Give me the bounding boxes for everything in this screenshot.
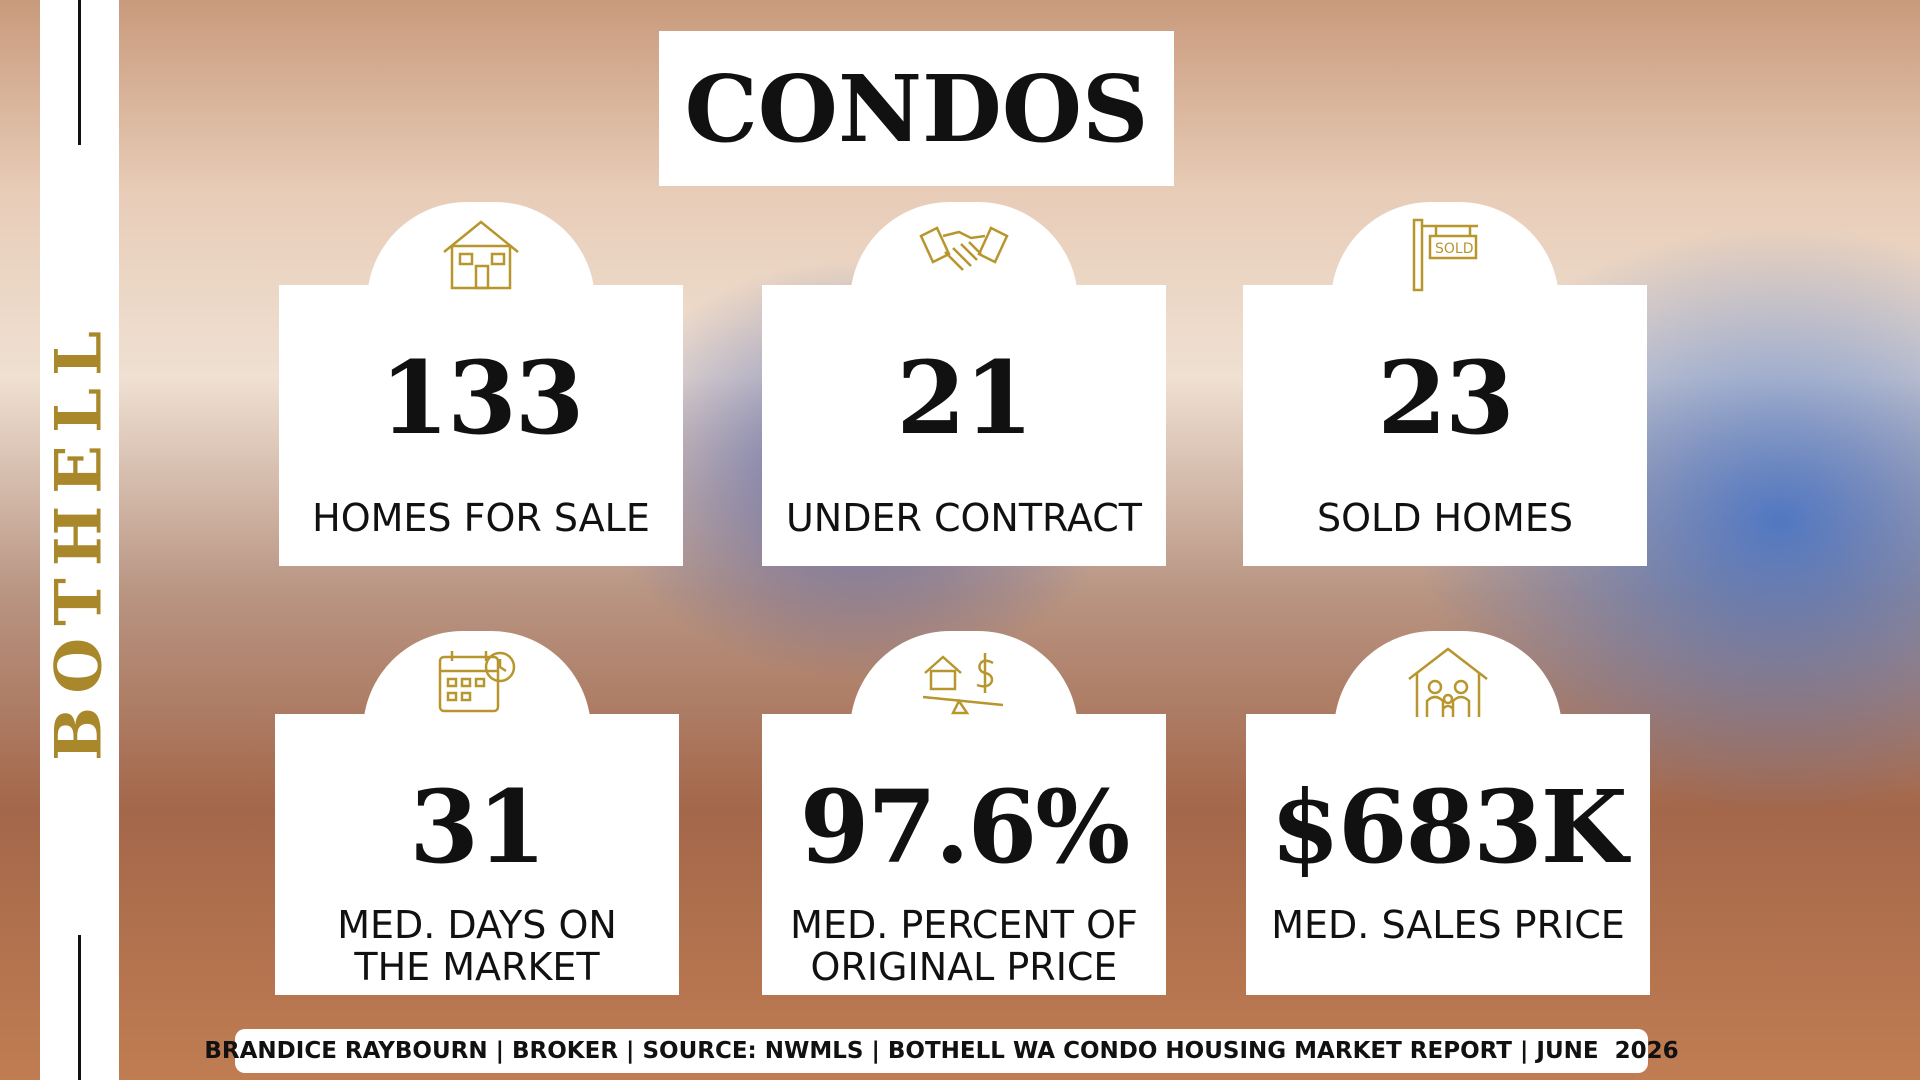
stat-card: $683K MED. SALES PRICE	[1246, 631, 1650, 995]
rule	[78, 0, 81, 145]
calendar-icon	[438, 651, 516, 713]
stat-value: 21	[896, 339, 1033, 457]
sold-sign-text: SOLD	[1435, 241, 1474, 257]
stat-label: MED. DAYS ON THE MARKET	[337, 903, 617, 989]
handshake-icon	[919, 226, 1009, 271]
arch	[367, 202, 595, 302]
arch	[850, 631, 1078, 731]
stat-value: 133	[379, 339, 585, 457]
side-label: BOTHELL	[41, 319, 117, 761]
stat-value: 23	[1377, 339, 1514, 457]
rule	[78, 935, 81, 1080]
stat-card: 133 HOMES FOR SALE	[279, 202, 683, 566]
stat-label: UNDER CONTRACT	[785, 496, 1142, 540]
footer: BRANDICE RAYBOURN | BROKER | SOURCE: NWM…	[204, 1029, 1679, 1073]
arch	[1334, 631, 1562, 731]
family-home-icon	[1408, 647, 1488, 717]
stat-card: 97.6% MED. PERCENT OF ORIGINAL PRICE	[762, 631, 1166, 995]
side-stripe	[40, 0, 119, 1080]
title-box: CONDOS	[659, 31, 1174, 186]
stat-label: MED. SALES PRICE	[1271, 903, 1625, 947]
arch	[850, 202, 1078, 302]
stat-value: 31	[409, 768, 546, 886]
stat-card: 21 UNDER CONTRACT	[762, 202, 1166, 566]
title: CONDOS	[684, 54, 1149, 163]
arch	[363, 631, 591, 731]
stat-label: MED. PERCENT OF ORIGINAL PRICE	[790, 903, 1138, 989]
arch: SOLD	[1331, 202, 1559, 302]
stat-label: HOMES FOR SALE	[312, 496, 650, 540]
stat-card: SOLD 23 SOLD HOMES	[1243, 202, 1647, 566]
stat-label: SOLD HOMES	[1317, 496, 1573, 540]
stat-value: 97.6%	[799, 768, 1131, 886]
stat-value: $683K	[1270, 768, 1627, 886]
stat-card: 31 MED. DAYS ON THE MARKET	[275, 631, 679, 995]
sold-sign-icon: SOLD	[1412, 218, 1478, 292]
house-icon	[443, 220, 519, 290]
price-scale-icon	[922, 653, 1004, 715]
